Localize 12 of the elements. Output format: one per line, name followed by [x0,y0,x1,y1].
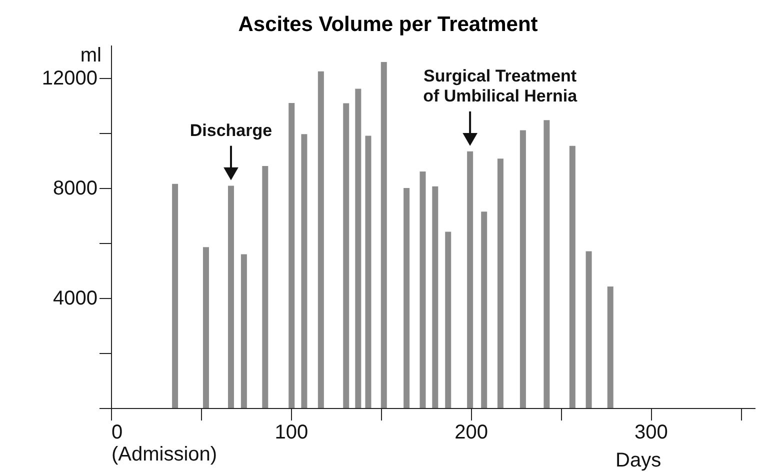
y-tick-label: 8000 [53,178,98,200]
x-tick-label: 300 [634,422,668,444]
y-axis-title: ml [80,44,102,66]
y-tick-label: 4000 [53,288,98,310]
x-tick-label: 0 (Admission) [112,422,218,466]
x-axis-title: Days [616,450,662,472]
annotation: Discharge [190,120,272,140]
chart-title: Ascites Volume per Treatment [238,13,538,36]
y-tick-label: 12000 [42,68,98,90]
x-tick-label: 100 [274,422,308,444]
x-tick-label: 200 [454,422,488,444]
annotation: Surgical Treatment of Umbilical Hernia [423,66,578,106]
